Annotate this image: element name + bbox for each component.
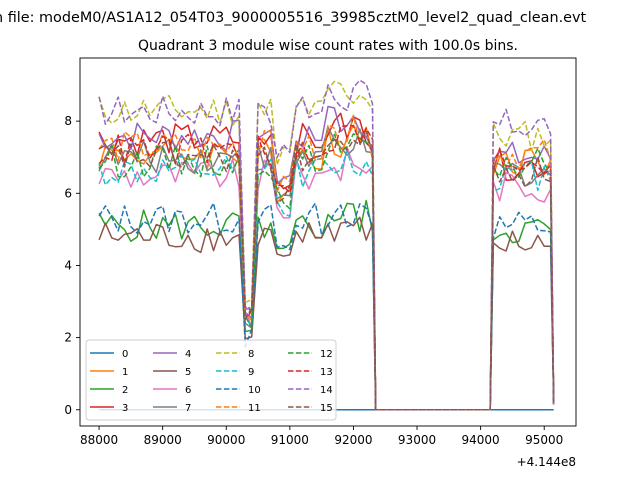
plot-frame: [79, 57, 577, 427]
legend-label-12: 12: [320, 349, 333, 360]
legend-label-2: 2: [122, 385, 128, 396]
series-layer: [98, 79, 555, 411]
legend-label-4: 4: [185, 349, 191, 360]
series-line-15: [98, 130, 555, 411]
series-line-11: [98, 114, 555, 411]
legend-label-14: 14: [320, 385, 333, 396]
legend-label-11: 11: [248, 403, 261, 414]
legend-label-1: 1: [122, 367, 128, 378]
x-tick-label: 88000: [80, 433, 118, 447]
legend-label-5: 5: [185, 367, 191, 378]
legend-label-15: 15: [320, 403, 333, 414]
legend-label-10: 10: [248, 385, 261, 396]
legend-label-3: 3: [122, 403, 128, 414]
x-tick-label: 92000: [334, 433, 372, 447]
series-line-8: [98, 80, 555, 411]
x-tick-label: 89000: [144, 433, 182, 447]
legend-label-13: 13: [320, 367, 333, 378]
series-line-5: [98, 216, 555, 411]
legend-label-0: 0: [122, 349, 128, 360]
x-tick-label: 90000: [207, 433, 245, 447]
legend-frame: [85, 339, 337, 421]
series-line-2: [98, 199, 555, 411]
y-tick-label: 2: [64, 331, 72, 345]
chart-title: Quadrant 3 module wise count rates with …: [138, 38, 518, 54]
y-tick-label: 6: [64, 186, 72, 200]
series-line-12: [98, 133, 555, 411]
x-tick-label: 94000: [462, 433, 500, 447]
x-tick-label: 91000: [271, 433, 309, 447]
legend-label-6: 6: [185, 385, 191, 396]
y-tick-label: 4: [64, 258, 72, 272]
y-tick-label: 0: [64, 403, 72, 417]
series-line-9: [98, 150, 555, 411]
series-line-10: [98, 202, 555, 411]
x-axis: 88000 89000 90000 91000 92000 93000 94000 95000: [80, 426, 563, 447]
legend-label-9: 9: [248, 367, 254, 378]
figure-suptitle: n file: modeM0/AS1A12_054T03_9000005516_…: [0, 10, 587, 26]
y-tick-label: 8: [64, 114, 72, 128]
series-line-14: [98, 79, 555, 411]
legend-label-8: 8: [248, 349, 254, 360]
legend-label-7: 7: [185, 403, 191, 414]
series-line-13: [98, 124, 555, 411]
x-tick-label: 93000: [398, 433, 436, 447]
x-tick-label: 95000: [525, 433, 563, 447]
y-axis: 0 2 4 6 8: [64, 114, 80, 417]
x-offset-label: +4.144e8: [517, 455, 576, 469]
